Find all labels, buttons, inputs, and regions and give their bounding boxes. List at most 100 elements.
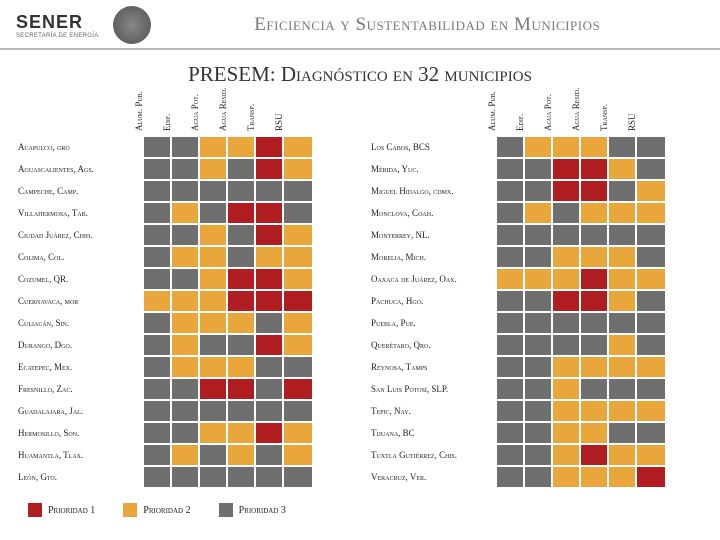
priority-cell (256, 181, 284, 201)
priority-cell (553, 335, 581, 355)
priority-cell (637, 467, 665, 487)
priority-cell (144, 225, 172, 245)
priority-cell (284, 445, 312, 465)
priority-cell (637, 313, 665, 333)
priority-cell (200, 291, 228, 311)
priority-cell (525, 269, 553, 289)
priority-cell (200, 225, 228, 245)
column-header: Edif. (515, 105, 525, 133)
table-row: Tepic, Nay. (369, 401, 704, 421)
priority-cell (200, 181, 228, 201)
priority-cell (172, 335, 200, 355)
priority-cell (172, 423, 200, 443)
priority-cell (256, 467, 284, 487)
priority-cell (228, 203, 256, 223)
table-row: Campeche, Camp. (16, 181, 351, 201)
priority-cell (256, 357, 284, 377)
table-row: Monterrey, NL. (369, 225, 704, 245)
priority-cell (284, 137, 312, 157)
priority-cell (228, 181, 256, 201)
priority-cell (637, 225, 665, 245)
priority-cell (200, 269, 228, 289)
priority-cell (284, 379, 312, 399)
priority-cell (609, 357, 637, 377)
table-row: Huamantla, Tlax. (16, 445, 351, 465)
municipality-label: Oaxaca de Juárez, Oax. (369, 269, 497, 289)
table-row: Cuernavaca, mor (16, 291, 351, 311)
priority-cell (553, 379, 581, 399)
priority-cell (172, 467, 200, 487)
municipality-label: Durango, Dgo. (16, 335, 144, 355)
priority-cell (144, 379, 172, 399)
column-headers: Alum. Pub.Edif.Agua Pot.Agua Resid.Trans… (497, 95, 704, 137)
priority-cell (228, 467, 256, 487)
priority-cell (200, 401, 228, 421)
priority-cell (553, 445, 581, 465)
table-row: Fresnillo, Zac. (16, 379, 351, 399)
priority-cell (144, 335, 172, 355)
municipality-label: Villahermosa, Tab. (16, 203, 144, 223)
municipality-label: Aguascalientes, Ags. (16, 159, 144, 179)
table-row: Monclova, Coah. (369, 203, 704, 223)
priority-cell (228, 159, 256, 179)
priority-cell (228, 137, 256, 157)
priority-cell (200, 159, 228, 179)
legend: Prioridad 1 Prioridad 2 Prioridad 3 (0, 489, 720, 531)
section-subtitle: PRESEM: Diagnóstico en 32 municipios (0, 62, 720, 87)
priority-cell (284, 335, 312, 355)
priority-cell (200, 247, 228, 267)
priority-cell (172, 313, 200, 333)
legend-swatch (123, 503, 137, 517)
legend-item: Prioridad 3 (219, 503, 286, 517)
municipality-label: Tepic, Nay. (369, 401, 497, 421)
column-header: Agua Resid. (218, 105, 228, 133)
municipality-label: Hermosillo, Son. (16, 423, 144, 443)
priority-cell (637, 291, 665, 311)
priority-cell (637, 269, 665, 289)
legend-label: Prioridad 1 (48, 505, 95, 516)
priority-cell (581, 291, 609, 311)
priority-cell (581, 225, 609, 245)
priority-cell (172, 159, 200, 179)
legend-item: Prioridad 2 (123, 503, 190, 517)
priority-cell (144, 401, 172, 421)
priority-cell (256, 159, 284, 179)
legend-label: Prioridad 3 (239, 505, 286, 516)
priority-cell (144, 159, 172, 179)
priority-cell (144, 203, 172, 223)
table-row: Veracruz, Ver. (369, 467, 704, 487)
priority-cell (525, 291, 553, 311)
priority-cell (637, 137, 665, 157)
priority-cell (256, 423, 284, 443)
priority-cell (637, 423, 665, 443)
municipality-label: Culiacán, Sin. (16, 313, 144, 333)
priority-cell (284, 159, 312, 179)
priority-cell (200, 467, 228, 487)
priority-cell (497, 423, 525, 443)
priority-cell (525, 313, 553, 333)
priority-cell (200, 203, 228, 223)
priority-cell (144, 291, 172, 311)
priority-cell (553, 467, 581, 487)
priority-cell (609, 379, 637, 399)
priority-cell (553, 291, 581, 311)
priority-cell (284, 247, 312, 267)
table-row: Morelia, Mich. (369, 247, 704, 267)
municipality-label: Tuxtla Gutiérrez, Chis. (369, 445, 497, 465)
priority-cell (609, 269, 637, 289)
priority-cell (256, 379, 284, 399)
priority-cell (525, 401, 553, 421)
municipality-label: León, Gto. (16, 467, 144, 487)
priority-cell (525, 445, 553, 465)
priority-cell (284, 313, 312, 333)
priority-cell (200, 379, 228, 399)
priority-cell (609, 159, 637, 179)
priority-cell (284, 291, 312, 311)
column-header: Agua Resid. (571, 105, 581, 133)
priority-cell (200, 137, 228, 157)
table-row: Acapulco, gro (16, 137, 351, 157)
priority-cell (581, 423, 609, 443)
priority-cell (609, 181, 637, 201)
eagle-emblem-icon (113, 6, 151, 44)
municipality-label: Fresnillo, Zac. (16, 379, 144, 399)
